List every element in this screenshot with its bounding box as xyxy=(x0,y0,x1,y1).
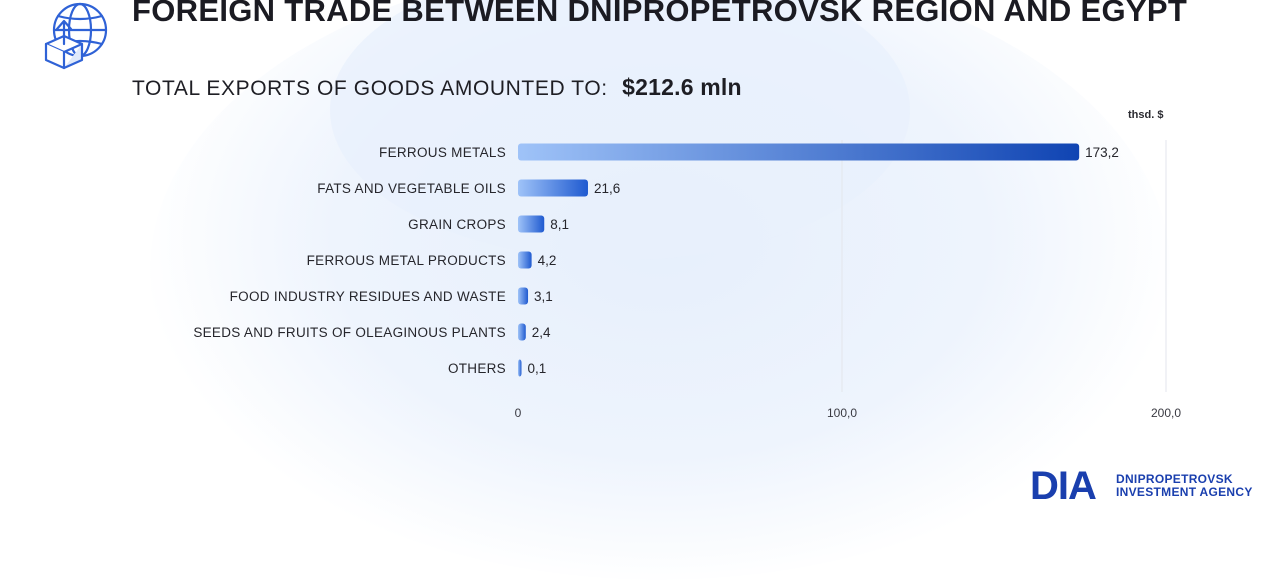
category-label: SEEDS AND FRUITS OF OLEAGINOUS PLANTS xyxy=(193,325,506,340)
background-circle xyxy=(330,0,910,260)
value-label: 3,1 xyxy=(534,289,553,304)
logo-line-2: INVESTMENT AGENCY xyxy=(1116,485,1253,499)
value-label: 8,1 xyxy=(550,217,569,232)
bar xyxy=(518,215,545,233)
globe-export-box-icon xyxy=(44,2,108,70)
logo-line-1: DNIPROPETROVSK xyxy=(1116,472,1233,486)
category-label: FATS AND VEGETABLE OILS xyxy=(317,181,506,196)
bar xyxy=(518,287,529,305)
dia-logo: DIA DNIPROPETROVSK INVESTMENT AGENCY xyxy=(1030,466,1270,506)
value-label: 0,1 xyxy=(528,361,547,376)
value-label: 173,2 xyxy=(1085,145,1119,160)
value-label: 2,4 xyxy=(532,325,551,340)
bar xyxy=(518,179,588,197)
total-exports-label: TOTAL EXPORTS OF GOODS AMOUNTED TO: xyxy=(132,77,608,100)
total-exports-value: $212.6 mln xyxy=(622,74,742,100)
value-label: 21,6 xyxy=(594,181,620,196)
category-label: GRAIN CROPS xyxy=(408,217,506,232)
category-label: FERROUS METAL PRODUCTS xyxy=(307,253,506,268)
logo-text: DNIPROPETROVSK INVESTMENT AGENCY xyxy=(1116,473,1253,499)
page-title: FOREIGN TRADE BETWEEN DNIPROPETROVSK REG… xyxy=(132,0,1188,28)
x-tick-label: 100,0 xyxy=(827,406,857,420)
bar xyxy=(518,359,522,377)
bar xyxy=(518,143,1080,161)
bar xyxy=(518,323,526,341)
x-tick-label: 200,0 xyxy=(1151,406,1181,420)
total-exports-line: TOTAL EXPORTS OF GOODS AMOUNTED TO: $212… xyxy=(132,74,742,101)
unit-label: thsd. $ xyxy=(1128,109,1164,121)
value-label: 4,2 xyxy=(538,253,557,268)
export-bar-chart: 0 100,0 200,0 FERROUS METALS 173,2 FATS AND V… xyxy=(193,140,1181,420)
logo-mark: DIA xyxy=(1030,464,1097,508)
category-label: FOOD INDUSTRY RESIDUES AND WASTE xyxy=(230,289,506,304)
category-label: FERROUS METALS xyxy=(379,145,506,160)
x-tick-label: 0 xyxy=(515,406,522,420)
bar xyxy=(518,251,532,269)
category-label: OTHERS xyxy=(448,361,506,376)
